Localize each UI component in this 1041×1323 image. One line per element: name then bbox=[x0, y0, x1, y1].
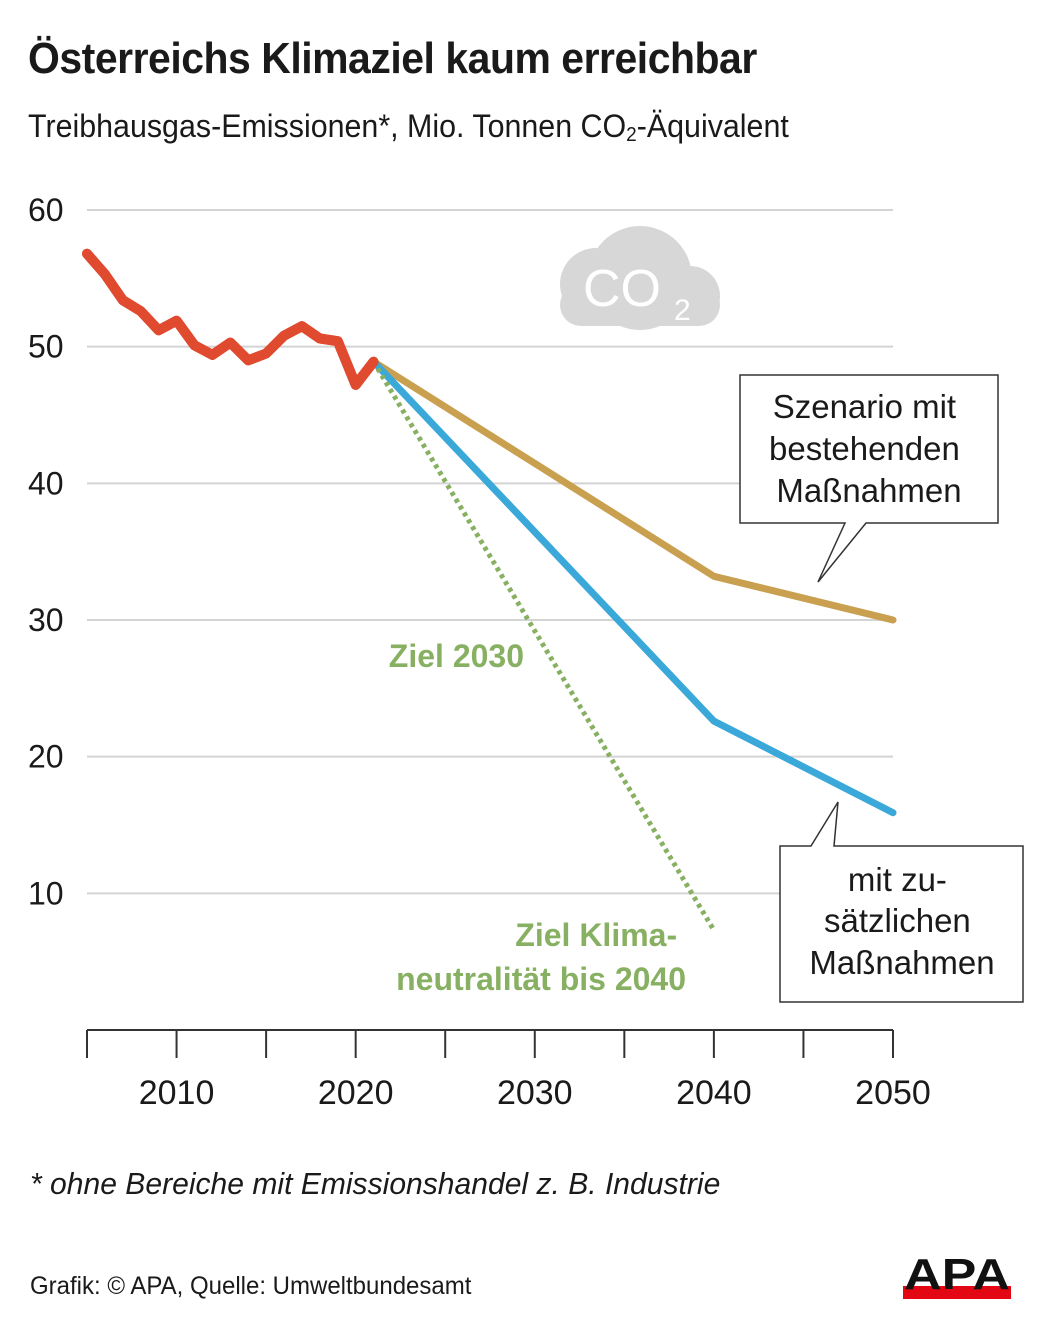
series-line-historical-top bbox=[82, 248, 379, 390]
gridlines bbox=[87, 209, 893, 895]
apa-logo-text: APA bbox=[904, 1252, 1010, 1299]
apa-logo: APA bbox=[903, 1252, 1011, 1299]
y-tick-label: 40 bbox=[28, 465, 64, 501]
x-tick-label: 2030 bbox=[497, 1074, 573, 1112]
x-tick-label: 2010 bbox=[139, 1074, 215, 1112]
x-tick-label: 2040 bbox=[676, 1074, 752, 1112]
subtitle-suffix: -Äquivalent bbox=[636, 108, 789, 144]
svg-text:Ziel Klima- neutralität bi: Ziel Klima- neutralität bis 2040 bbox=[396, 917, 686, 997]
callout-additional-line-2: sätzlichen bbox=[824, 902, 971, 939]
y-tick-label: 30 bbox=[28, 602, 64, 638]
co2-cloud-icon: CO 2 bbox=[560, 226, 720, 330]
footnote: * ohne Bereiche mit Emissionshandel z. B… bbox=[30, 1166, 721, 1201]
svg-text:Szenario mit bestehenden: Szenario mit bestehenden Maßnahmen bbox=[769, 388, 969, 509]
series-line-0 bbox=[82, 248, 379, 390]
subtitle-subscript: 2 bbox=[626, 124, 637, 146]
series-lines bbox=[82, 248, 897, 932]
callout-existing-measures: Szenario mit bestehenden Maßnahmen bbox=[739, 374, 999, 583]
label-target-2040-line-2: neutralität bis 2040 bbox=[396, 961, 686, 997]
callout-existing-line-3: Maßnahmen bbox=[776, 472, 961, 509]
callout-existing-line-1: Szenario mit bbox=[773, 388, 956, 425]
y-tick-labels: 10 20 30 40 50 60 bbox=[28, 192, 64, 911]
chart-subtitle: Treibhausgas-Emissionen*, Mio. Tonnen CO… bbox=[28, 108, 789, 147]
source-credit: Grafik: © APA, Quelle: Umweltbundesamt bbox=[30, 1272, 472, 1300]
apa-logo-bar bbox=[903, 1286, 1011, 1299]
y-tick-label: 60 bbox=[28, 192, 64, 228]
cloud-co-text: CO bbox=[583, 260, 661, 318]
x-axis: 2010 2020 2030 2040 2050 bbox=[86, 1029, 931, 1112]
label-target-2040-line-1: Ziel Klima- bbox=[515, 917, 677, 953]
callout-existing-line-2: bestehenden bbox=[769, 430, 960, 467]
series-line-3 bbox=[371, 360, 717, 932]
cloud-subscript-text: 2 bbox=[674, 294, 691, 327]
chart-title: Österreichs Klimaziel kaum erreichbar bbox=[28, 34, 757, 83]
y-tick-label: 20 bbox=[28, 739, 64, 775]
subtitle-prefix: Treibhausgas-Emissionen*, Mio. Tonnen CO bbox=[28, 108, 627, 144]
svg-text:mit zu- sätzlichen: mit zu- sätzlichen Maßnahmen bbox=[809, 861, 994, 981]
callout-additional-measures: mit zu- sätzlichen Maßnahmen bbox=[779, 801, 1024, 1003]
x-tick-label: 2050 bbox=[855, 1074, 931, 1112]
callout-additional-line-1: mit zu- bbox=[848, 861, 947, 898]
callout-additional-line-3: Maßnahmen bbox=[809, 944, 994, 981]
y-tick-label: 10 bbox=[28, 875, 64, 911]
y-tick-label: 50 bbox=[28, 329, 64, 365]
label-target-2030: Ziel 2030 bbox=[389, 638, 524, 674]
x-tick-label: 2020 bbox=[318, 1074, 394, 1112]
